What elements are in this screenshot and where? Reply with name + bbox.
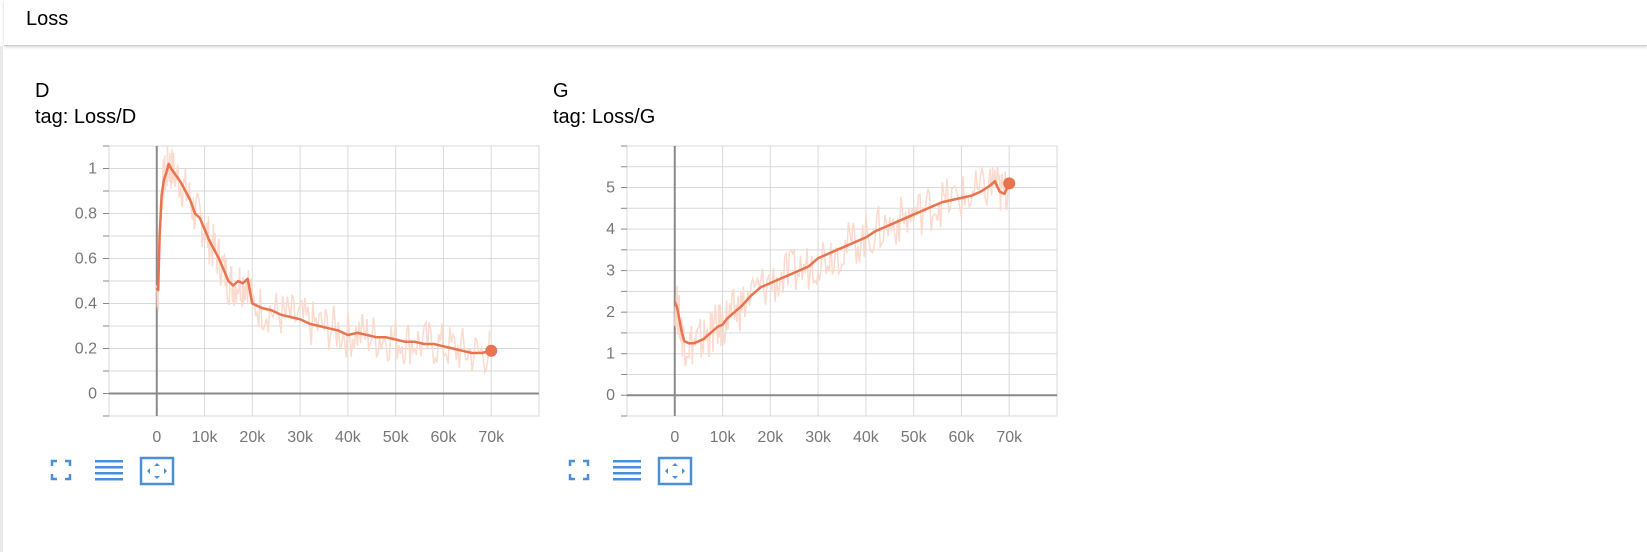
last-point-marker [485, 344, 498, 357]
x-tick-label: 10k [192, 429, 219, 446]
y-tick-label: 0.6 [75, 251, 97, 268]
x-tick-label: 50k [383, 429, 410, 446]
raw-series-line [674, 165, 1010, 368]
scalar-card-d: D tag: Loss/D 0 0.2 0.4 0.6 0.8 1 0 10k 20k 30k 40… [35, 46, 555, 546]
x-tick-label: 70k [996, 429, 1023, 446]
raw-series-line [156, 145, 491, 375]
x-tick-label: 60k [431, 429, 458, 446]
group-title: Loss [26, 8, 69, 30]
plot-frame [626, 145, 1058, 417]
toggle-log-scale-button[interactable] [611, 456, 647, 492]
left-edge-divider [0, 46, 3, 552]
card-tag: tag: Loss/G [553, 106, 656, 128]
x-tick-label: 40k [853, 429, 880, 446]
fit-domain-button[interactable] [139, 456, 175, 492]
x-tick-label: 40k [335, 429, 362, 446]
y-tick-label: 1 [88, 161, 97, 178]
y-tick-label: 0.2 [75, 341, 97, 358]
y-tick-label: 0 [606, 387, 615, 404]
smoothed-series-line [673, 180, 1011, 345]
smoothed-series-line [155, 162, 492, 355]
y-tick-label: 3 [606, 263, 615, 280]
x-tick-label: 20k [239, 429, 266, 446]
x-tick-label: 70k [478, 429, 505, 446]
run-group-header[interactable]: Loss [4, 0, 1647, 46]
fit-domain-button[interactable] [657, 456, 693, 492]
loss-g-chart[interactable]: 0 1 2 3 4 5 0 10k 20k 30k 40k 50k 60k 70k [553, 142, 1063, 452]
y-tick-label: 1 [606, 346, 615, 363]
fit-domain-icon [657, 456, 693, 486]
y-tick-label: 0.4 [75, 296, 97, 313]
fit-fullscreen-icon [568, 459, 590, 481]
card-title: D [35, 80, 50, 102]
fit-fullscreen-button[interactable] [565, 456, 601, 492]
card-title: G [553, 80, 569, 102]
y-tick-label: 0 [88, 386, 97, 403]
toggle-log-scale-icon [613, 460, 641, 481]
x-tick-label: 60k [949, 429, 976, 446]
last-point-marker [1003, 177, 1016, 190]
x-tick-label: 50k [901, 429, 928, 446]
toggle-log-scale-icon [95, 460, 123, 481]
toggle-log-scale-button[interactable] [93, 456, 129, 492]
y-tick-label: 5 [606, 180, 615, 197]
y-tick-label: 0.8 [75, 206, 97, 223]
x-tick-label: 30k [805, 429, 832, 446]
fit-fullscreen-button[interactable] [47, 456, 83, 492]
x-tick-label: 20k [757, 429, 784, 446]
scalar-card-g: G tag: Loss/G 0 1 2 3 4 5 0 10k 20k 30k 40k 50k 60k 7… [553, 46, 1073, 546]
y-tick-label: 4 [606, 221, 615, 238]
fit-fullscreen-icon [50, 459, 72, 481]
x-tick-label: 0 [670, 429, 679, 446]
x-tick-label: 0 [152, 429, 161, 446]
x-tick-label: 10k [710, 429, 737, 446]
card-tag: tag: Loss/D [35, 106, 137, 128]
x-tick-label: 30k [287, 429, 314, 446]
y-tick-label: 2 [606, 304, 615, 321]
loss-d-chart[interactable]: 0 0.2 0.4 0.6 0.8 1 0 10k 20k 30k 40k 50k 60k 70k [35, 142, 545, 452]
fit-domain-icon [139, 456, 175, 486]
